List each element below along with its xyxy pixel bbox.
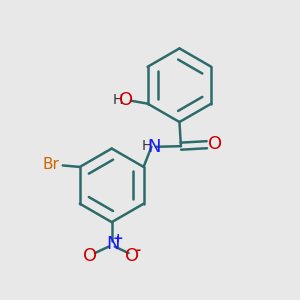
Text: H: H xyxy=(112,93,123,107)
Text: O: O xyxy=(119,91,134,109)
Text: -: - xyxy=(136,244,141,257)
Text: O: O xyxy=(82,247,97,265)
Text: Br: Br xyxy=(43,157,59,172)
Text: O: O xyxy=(208,135,222,153)
Text: O: O xyxy=(125,247,139,265)
Text: +: + xyxy=(113,232,124,245)
Text: N: N xyxy=(148,138,161,156)
Text: N: N xyxy=(106,235,119,253)
Text: H: H xyxy=(142,139,152,153)
